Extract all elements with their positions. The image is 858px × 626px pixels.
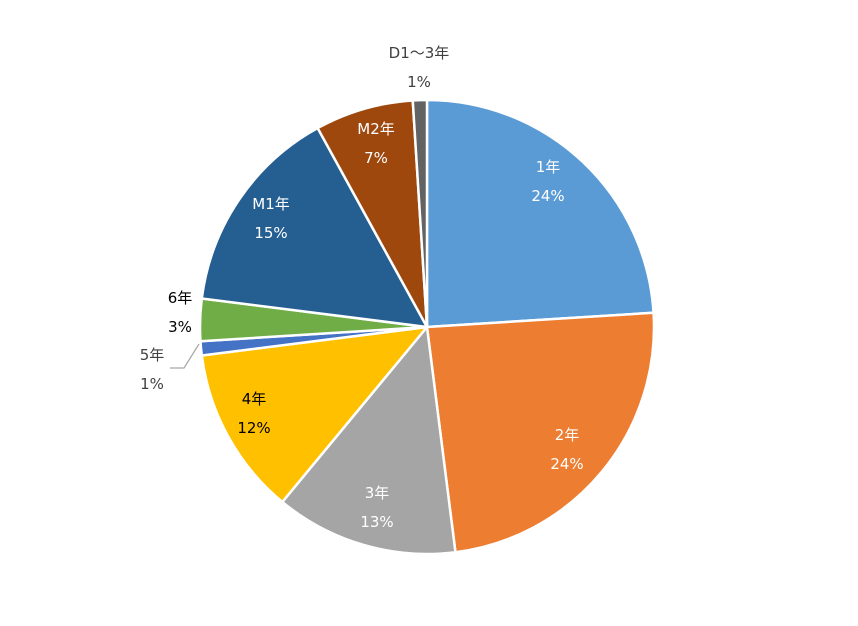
pie-slice-1 xyxy=(425,98,655,329)
leader-lines xyxy=(170,343,200,369)
slice-labels: 1年 24% 2年 24% 3年 13% 4年 12% 5年 1% 6年 3% M1年 15% M2年 7% D… xyxy=(140,44,584,531)
slice-label-name: D1～3年 xyxy=(389,44,450,62)
slice-label-name: 6年 xyxy=(168,289,193,307)
slice-label-percent: 15% xyxy=(254,224,287,242)
slice-label-name: M1年 xyxy=(252,195,290,213)
slice-label-name: 5年 xyxy=(140,346,165,364)
slice-label-name: 2年 xyxy=(555,426,580,444)
slice-label-percent: 13% xyxy=(360,513,393,531)
pie-slice-3 xyxy=(281,325,457,556)
slice-label-name: 4年 xyxy=(242,390,267,408)
slice-label-percent: 24% xyxy=(550,455,583,473)
pie-slices xyxy=(198,98,656,556)
pie-slice-4 xyxy=(200,325,429,504)
pie-slice-7 xyxy=(200,126,429,329)
slice-label-percent: 7% xyxy=(364,149,388,167)
pie-slice-2 xyxy=(425,311,656,554)
slice-label-name: 1年 xyxy=(536,158,561,176)
slice-label-percent: 12% xyxy=(237,419,270,437)
slice-label-percent: 1% xyxy=(140,375,164,393)
leader-line-5 xyxy=(170,343,200,369)
slice-label-name: M2年 xyxy=(357,120,395,138)
slice-label-percent: 24% xyxy=(531,187,564,205)
slice-label-percent: 1% xyxy=(407,73,431,91)
pie-slice-9 xyxy=(411,98,429,329)
slice-label-percent: 3% xyxy=(168,318,192,336)
slice-label-name: 3年 xyxy=(365,484,390,502)
